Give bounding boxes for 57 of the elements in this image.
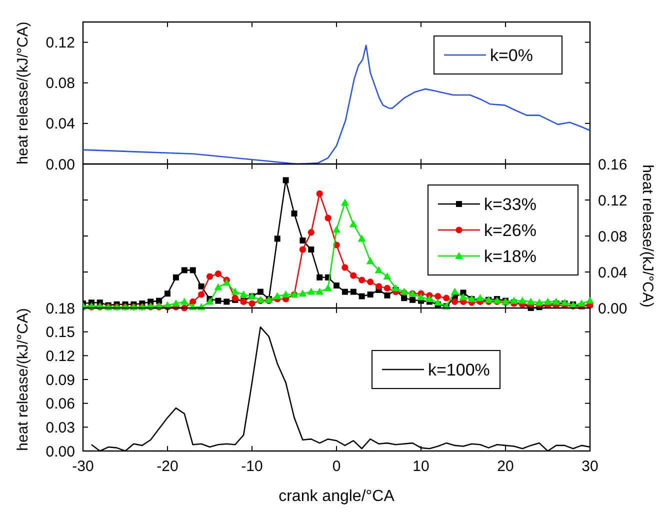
line-series xyxy=(83,44,591,165)
y-tick-label: 0.08 xyxy=(46,75,75,92)
y2-tick-label: 0.12 xyxy=(598,192,628,210)
point xyxy=(148,298,154,305)
point xyxy=(274,236,280,242)
point xyxy=(282,177,289,184)
point xyxy=(156,298,162,304)
legend-label: k=18% xyxy=(484,246,536,266)
point xyxy=(342,288,348,295)
y2-tick-label: 0.00 xyxy=(598,300,628,318)
point xyxy=(384,292,390,298)
legend-label: k=33% xyxy=(484,194,536,214)
y-tick-label: 0.06 xyxy=(46,396,75,413)
y2-tick-label: 0.16 xyxy=(598,156,628,174)
point xyxy=(316,274,323,280)
point xyxy=(257,288,264,295)
point xyxy=(198,283,204,290)
point xyxy=(172,274,179,280)
point xyxy=(291,210,298,216)
y-tick-label: 0.09 xyxy=(46,372,75,389)
x-tick-label: 20 xyxy=(497,458,514,475)
y-tick-label: 0.12 xyxy=(46,34,75,52)
x-tick-label: -20 xyxy=(156,458,178,475)
y-tick-label: 0.15 xyxy=(46,324,75,342)
y2-tick-label: 0.08 xyxy=(598,228,628,246)
legend-label: k=0% xyxy=(490,46,533,65)
y-tick-label: 0.12 xyxy=(46,348,75,365)
point xyxy=(308,246,314,252)
y2-tick-label: 0.04 xyxy=(598,264,628,282)
point xyxy=(164,290,170,297)
y2-axis-title: heat release/(kJ/°CA) xyxy=(638,164,656,308)
y-tick-label: 0.00 xyxy=(46,443,75,460)
point xyxy=(300,238,306,244)
point xyxy=(401,295,408,302)
y-axis-title: heat release/(kJ/°CA) xyxy=(14,308,32,451)
point xyxy=(190,267,196,274)
legend-label: k=26% xyxy=(484,220,536,240)
point xyxy=(358,293,365,300)
x-axis-title: crank angle/°CA xyxy=(278,488,395,505)
x-tick-label: 0 xyxy=(332,458,341,475)
x-tick-label: 30 xyxy=(582,458,598,475)
x-tick-label: -30 xyxy=(72,458,94,475)
point xyxy=(350,288,356,295)
y-tick-label: 0.00 xyxy=(46,156,75,174)
point xyxy=(410,296,416,303)
legend-label: k=100% xyxy=(428,360,490,380)
x-tick-label: 10 xyxy=(412,458,430,475)
point xyxy=(181,267,188,274)
y-tick-label: 0.04 xyxy=(46,116,75,133)
point xyxy=(367,292,374,298)
y-tick-label: 0.03 xyxy=(46,419,75,436)
y-tick-label: 0.18 xyxy=(46,300,75,318)
point xyxy=(334,282,340,288)
point xyxy=(215,298,222,304)
y-axis-title: heat release/(kJ/°CA) xyxy=(14,22,32,164)
x-tick-label: -10 xyxy=(241,458,263,475)
point xyxy=(224,298,230,305)
